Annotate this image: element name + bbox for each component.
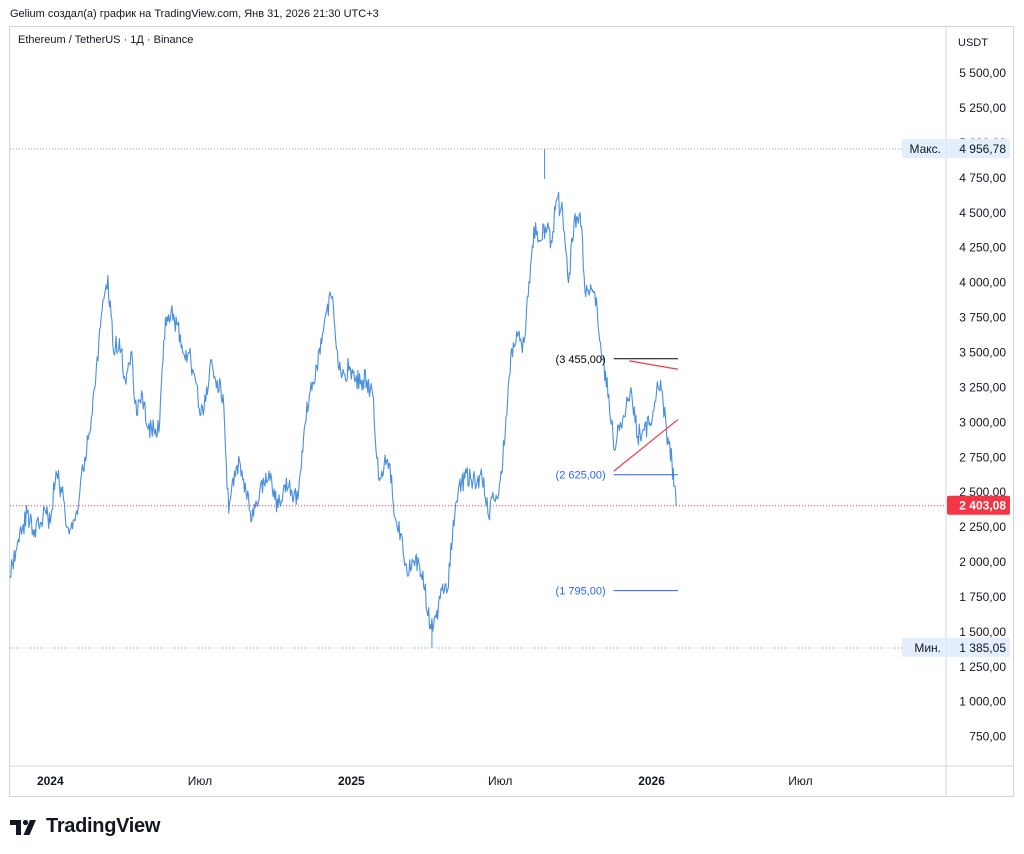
- attribution-text: Gelium создал(а) график на TradingView.c…: [10, 8, 379, 20]
- x-tick-label: 2025: [338, 774, 365, 788]
- min-label: Мин.: [914, 641, 941, 655]
- min-label-bg: [902, 637, 946, 657]
- max-label: Макс.: [909, 142, 941, 156]
- y-tick-label: 5 250,00: [959, 101, 1006, 115]
- level-label: (2 625,00): [556, 470, 606, 482]
- trendline: [629, 360, 678, 370]
- level-label: (3 455,00): [556, 354, 606, 366]
- x-tick-label: Июл: [188, 774, 212, 788]
- price-series-line: [9, 191, 677, 632]
- current-price-value: 2 403,08: [959, 499, 1006, 513]
- y-tick-label: 2 000,00: [959, 555, 1006, 569]
- x-tick-label: Июл: [488, 774, 512, 788]
- symbol-title[interactable]: Ethereum / TetherUS · 1Д · Binance: [18, 34, 194, 46]
- y-tick-label: 4 000,00: [959, 276, 1006, 290]
- y-tick-label: 2 500,00: [959, 485, 1006, 499]
- min-value-bg: [947, 637, 1010, 657]
- trendline: [613, 419, 679, 472]
- current-price-badge: [947, 495, 1010, 515]
- currency-label: USDT: [958, 37, 988, 49]
- y-tick-label: 2 750,00: [959, 450, 1006, 464]
- y-tick-label: 2 250,00: [959, 520, 1006, 534]
- chart-frame[interactable]: [9, 26, 1014, 797]
- y-tick-label: 3 500,00: [959, 345, 1006, 359]
- y-tick-label: 5 500,00: [959, 66, 1006, 80]
- y-tick-label: 3 250,00: [959, 380, 1006, 394]
- tradingview-logo-icon: [10, 819, 36, 835]
- y-tick-label: 4 500,00: [959, 206, 1006, 220]
- y-tick-label: 3 000,00: [959, 415, 1006, 429]
- min-value: 1 385,05: [959, 641, 1006, 655]
- y-tick-label: 1 500,00: [959, 625, 1006, 639]
- level-label: (1 795,00): [556, 586, 606, 598]
- x-tick-label: 2026: [638, 774, 665, 788]
- max-value: 4 956,78: [959, 142, 1006, 156]
- y-tick-label: 750,00: [969, 730, 1006, 744]
- tradingview-logo[interactable]: TradingView: [10, 815, 160, 838]
- y-tick-label: 1 250,00: [959, 660, 1006, 674]
- max-value-bg: [947, 138, 1010, 158]
- tradingview-brand: TradingView: [46, 815, 161, 837]
- y-tick-label: 3 750,00: [959, 311, 1006, 325]
- y-tick-label: 1 000,00: [959, 695, 1006, 709]
- y-tick-label: 4 750,00: [959, 171, 1006, 185]
- y-tick-label: 1 750,00: [959, 590, 1006, 604]
- x-tick-label: Июл: [788, 774, 812, 788]
- y-tick-label: 4 250,00: [959, 241, 1006, 255]
- x-tick-label: 2024: [37, 774, 64, 788]
- max-label-bg: [902, 138, 946, 158]
